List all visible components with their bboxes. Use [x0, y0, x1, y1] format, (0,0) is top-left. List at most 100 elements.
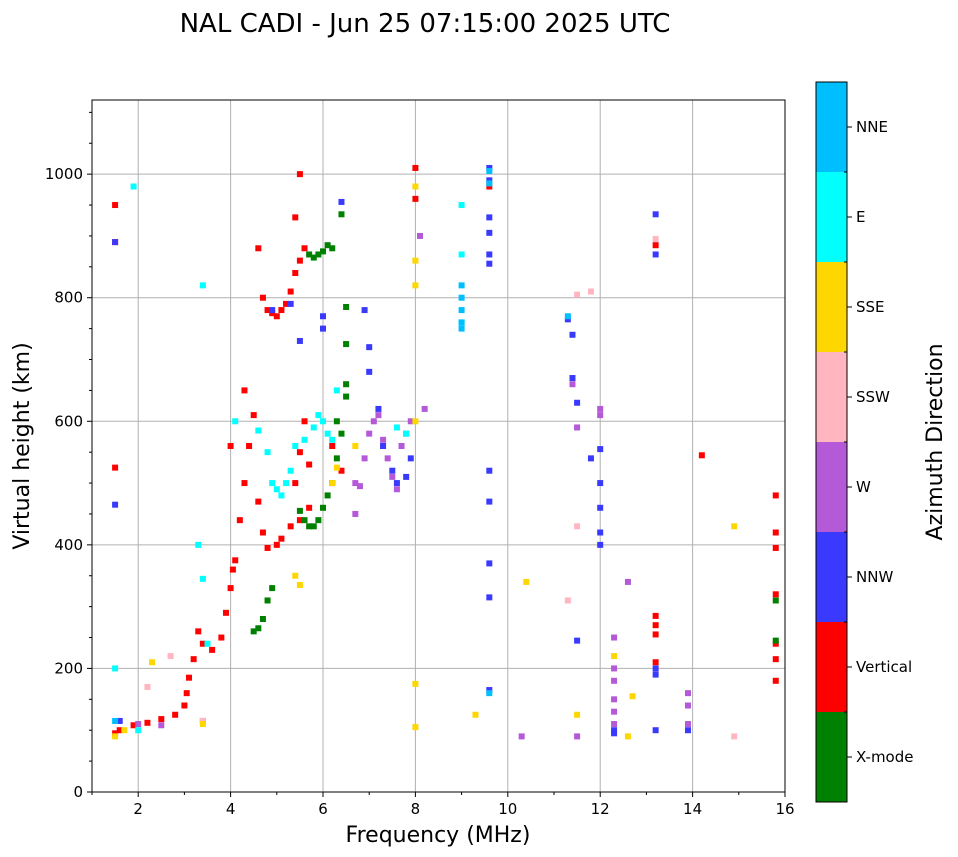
chart-title: NAL CADI - Jun 25 07:15:00 2025 UTC — [180, 9, 671, 39]
data-point — [352, 480, 359, 487]
data-point — [652, 631, 659, 638]
data-point — [172, 711, 179, 718]
x-tick-label: 2 — [133, 800, 143, 818]
colorbar-swatch-x-mode — [816, 712, 847, 802]
data-point — [273, 486, 280, 493]
data-point — [458, 202, 465, 209]
x-tick-label: 8 — [411, 800, 421, 818]
data-point — [259, 529, 266, 536]
data-point — [199, 575, 206, 582]
data-point — [255, 625, 262, 632]
data-point — [241, 387, 248, 394]
data-point — [370, 418, 377, 425]
data-point — [611, 634, 618, 641]
data-point — [320, 248, 326, 255]
y-tick-label: 600 — [54, 412, 83, 430]
data-point — [278, 492, 285, 499]
data-point — [611, 665, 618, 672]
data-point — [264, 307, 271, 314]
plot-grid — [92, 100, 785, 792]
data-point — [587, 288, 594, 295]
colorbar-swatch-e — [816, 172, 847, 262]
data-point — [264, 544, 271, 551]
colorbar-tick-label: X-mode — [856, 748, 913, 766]
data-point — [204, 640, 211, 647]
data-point — [380, 443, 387, 449]
data-point — [343, 303, 350, 310]
data-point — [269, 310, 276, 317]
data-point — [310, 254, 317, 261]
colorbar: X-mode Vertical NNW W SSW SSE E NNE — [815, 81, 913, 803]
data-point — [518, 733, 525, 740]
data-point — [333, 387, 340, 394]
data-point — [195, 628, 202, 635]
data-point — [250, 628, 257, 635]
x-tick-label: 14 — [683, 800, 702, 818]
data-point — [329, 436, 336, 443]
data-point — [417, 232, 424, 239]
series-sse — [112, 183, 738, 740]
data-point — [315, 412, 322, 419]
data-point — [199, 721, 206, 728]
x-axis-ticks: 2 4 6 8 10 12 14 16 — [91, 792, 795, 818]
x-tick-label: 4 — [226, 800, 236, 818]
data-point — [320, 418, 326, 425]
data-point — [320, 504, 326, 511]
data-point — [116, 727, 123, 734]
data-point — [569, 381, 576, 388]
data-point — [329, 480, 336, 487]
data-point — [227, 585, 234, 592]
data-point — [652, 727, 659, 734]
data-point — [144, 719, 151, 726]
data-point — [296, 171, 303, 178]
data-point — [112, 665, 119, 672]
data-point — [333, 418, 340, 425]
data-point — [574, 711, 581, 718]
data-point — [338, 211, 345, 218]
data-point — [181, 702, 188, 709]
y-tick-label: 200 — [54, 659, 83, 677]
data-point — [611, 730, 618, 737]
data-point — [292, 270, 299, 276]
data-point — [296, 517, 303, 524]
data-point — [287, 523, 294, 530]
data-point — [486, 690, 493, 697]
data-point — [652, 211, 659, 218]
x-axis-label: Frequency (MHz) — [346, 823, 531, 848]
data-point — [269, 480, 276, 487]
data-point — [624, 733, 631, 740]
data-point — [296, 337, 303, 344]
data-point — [310, 523, 317, 530]
data-point — [306, 251, 313, 258]
data-point — [393, 486, 400, 493]
y-tick-label: 800 — [54, 289, 83, 307]
series-nne — [112, 168, 571, 724]
data-point — [255, 498, 262, 505]
data-point — [121, 727, 128, 734]
data-point — [222, 609, 229, 616]
data-point — [352, 510, 359, 517]
data-point — [652, 659, 659, 666]
data-point — [283, 300, 290, 307]
colorbar-swatch-vertical — [816, 622, 847, 712]
data-point — [564, 316, 571, 323]
data-point — [486, 214, 493, 221]
data-point — [652, 622, 659, 629]
data-point — [407, 418, 414, 425]
data-point — [292, 480, 299, 487]
data-point — [301, 517, 308, 524]
data-point — [564, 313, 571, 320]
data-point — [273, 541, 280, 548]
data-point — [112, 501, 119, 508]
data-point — [684, 727, 691, 734]
data-point — [772, 656, 779, 663]
colorbar-tick-label: W — [856, 478, 871, 496]
colorbar-tick-label: NNE — [856, 118, 888, 136]
data-point — [611, 653, 618, 660]
data-point — [232, 557, 239, 564]
data-point — [320, 325, 326, 332]
data-point — [486, 594, 493, 601]
data-point — [255, 245, 262, 252]
data-point — [597, 446, 604, 453]
data-point — [652, 665, 659, 672]
